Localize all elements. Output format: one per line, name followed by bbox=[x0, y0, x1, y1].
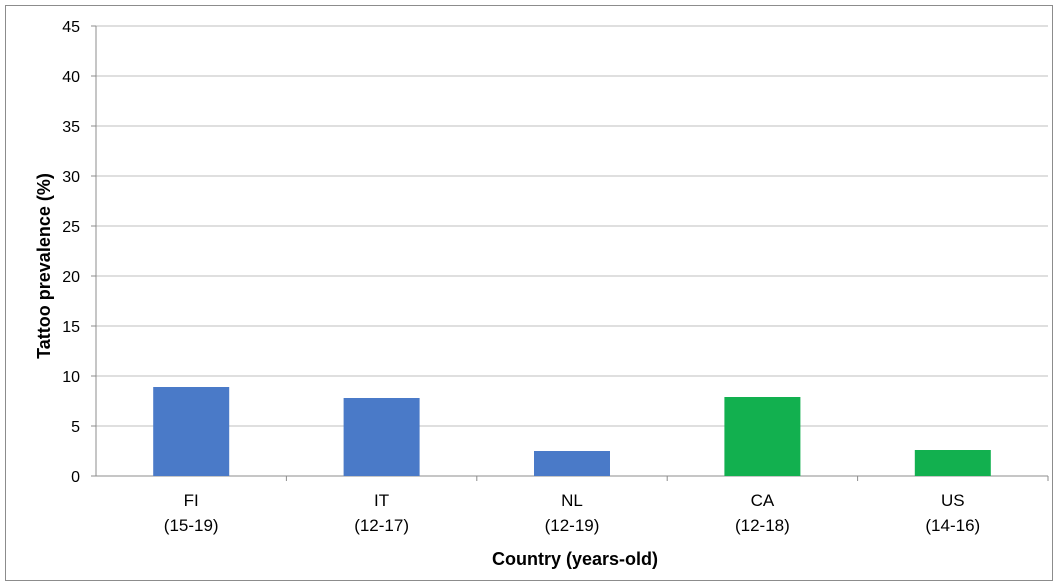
y-tick-label: 40 bbox=[62, 69, 80, 86]
axes bbox=[91, 25, 1049, 481]
y-tick-labels: 0 5 10 15 20 25 30 35 40 45 bbox=[62, 19, 80, 486]
x-tick-labels: FI (15-19) IT (12-17) NL (12-19) CA (12-18) US (1… bbox=[164, 491, 980, 535]
bars bbox=[153, 387, 991, 476]
y-tick-label: 5 bbox=[71, 419, 80, 436]
bar-us bbox=[914, 450, 991, 476]
x-tick-label-country: IT bbox=[374, 491, 389, 510]
x-axis-title: Country (years-old) bbox=[492, 549, 658, 569]
bar-it bbox=[343, 398, 420, 476]
y-tick-label: 25 bbox=[62, 219, 80, 236]
x-tick-label-age-range: (12-19) bbox=[545, 516, 600, 535]
x-tick-label-country: CA bbox=[751, 491, 775, 510]
chart-frame bbox=[5, 5, 1053, 581]
x-tick-label-country: FI bbox=[184, 491, 199, 510]
y-tick-label: 20 bbox=[62, 269, 80, 286]
x-tick-label-age-range: (14-16) bbox=[925, 516, 980, 535]
x-tick-label-age-range: (12-17) bbox=[354, 516, 409, 535]
y-tick-label: 45 bbox=[62, 19, 80, 36]
bar-ca bbox=[724, 397, 801, 476]
y-tick-label: 35 bbox=[62, 119, 80, 136]
y-tick-label: 15 bbox=[62, 319, 80, 336]
y-axis-title: Tattoo prevalence (%) bbox=[34, 173, 54, 359]
bar-nl bbox=[534, 451, 610, 476]
x-tick-label-age-range: (12-18) bbox=[735, 516, 790, 535]
x-tick-label-country: US bbox=[941, 491, 965, 510]
x-tick-label-age-range: (15-19) bbox=[164, 516, 219, 535]
y-tick-label: 10 bbox=[62, 369, 80, 386]
gridlines bbox=[96, 25, 1048, 427]
y-tick-label: 30 bbox=[62, 169, 80, 186]
x-tick-label-country: NL bbox=[561, 491, 583, 510]
y-tick-label: 0 bbox=[71, 469, 80, 486]
bar-fi bbox=[153, 387, 230, 476]
